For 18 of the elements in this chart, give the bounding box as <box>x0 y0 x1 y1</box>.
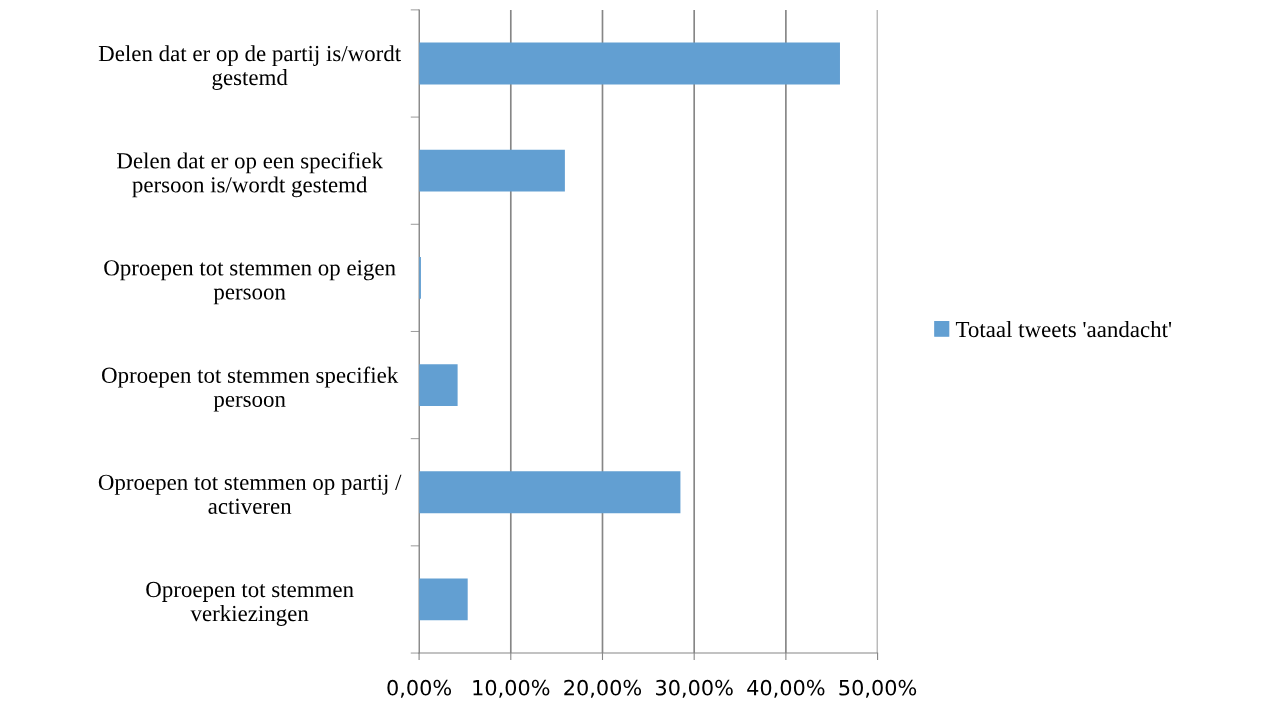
bar <box>419 471 681 514</box>
legend-label: Totaal tweets 'aandacht' <box>955 321 1172 338</box>
y-tick-label: Delen dat er op een specifiek persoon is/wordt gestemd <box>117 152 383 198</box>
x-tick-label: 0,00% <box>387 679 452 698</box>
bar <box>419 149 565 192</box>
bar <box>419 42 840 85</box>
bar <box>419 578 468 621</box>
x-tick-label: 50,00% <box>839 679 917 698</box>
x-tick-label: 10,00% <box>473 679 550 698</box>
x-tick-label: 20,00% <box>564 679 642 698</box>
y-tick-label: Oproepen tot stemmen verkiezingen <box>146 581 354 626</box>
bar <box>419 364 458 406</box>
x-tick-label: 30,00% <box>656 679 733 698</box>
y-tick-label: Delen dat er op de partij is/wordt gestemd <box>98 45 401 90</box>
y-tick-label: Oproepen tot stemmen specifiek persoon <box>102 366 399 412</box>
x-tick-label: 40,00% <box>747 679 825 698</box>
y-tick-label: Oproepen tot stemmen op eigen persoon <box>104 260 396 305</box>
y-tick-label: Oproepen tot stemmen op partij / activeren <box>98 474 402 515</box>
